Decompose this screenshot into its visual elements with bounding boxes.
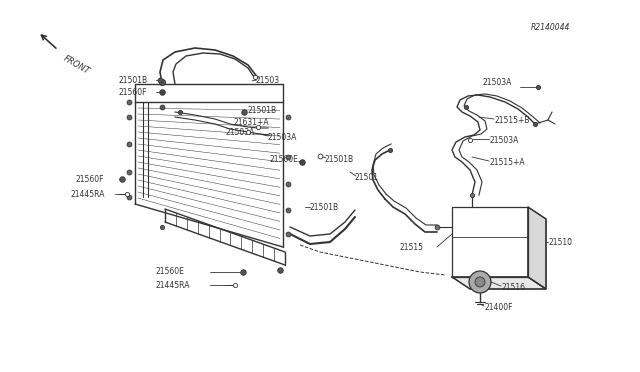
Text: 21515: 21515 bbox=[400, 243, 424, 251]
Text: 21560E: 21560E bbox=[155, 267, 184, 276]
Text: FRONT: FRONT bbox=[62, 54, 92, 76]
Text: 21445RA: 21445RA bbox=[70, 189, 104, 199]
Text: 21516: 21516 bbox=[502, 282, 526, 292]
Text: 21503A: 21503A bbox=[490, 135, 520, 144]
Text: 21503: 21503 bbox=[255, 76, 279, 84]
Polygon shape bbox=[452, 277, 546, 289]
Text: 21560E: 21560E bbox=[270, 154, 299, 164]
Text: 21503A: 21503A bbox=[225, 128, 254, 137]
Text: 21501B: 21501B bbox=[118, 76, 147, 84]
Text: 21515+A: 21515+A bbox=[490, 157, 525, 167]
Text: 21631+A: 21631+A bbox=[233, 118, 269, 126]
Text: 21560F: 21560F bbox=[118, 87, 147, 96]
Text: 21501: 21501 bbox=[355, 173, 379, 182]
Text: 21501B: 21501B bbox=[325, 154, 354, 164]
Text: 21515+B: 21515+B bbox=[495, 115, 531, 125]
Text: 21560F: 21560F bbox=[75, 174, 104, 183]
Text: 21510: 21510 bbox=[549, 237, 573, 247]
Text: 21400F: 21400F bbox=[485, 302, 513, 311]
Circle shape bbox=[469, 271, 491, 293]
Text: 21501B: 21501B bbox=[248, 106, 277, 115]
Text: 21503A: 21503A bbox=[483, 77, 513, 87]
Text: 21445RA: 21445RA bbox=[155, 280, 189, 289]
Text: R2140044: R2140044 bbox=[531, 22, 570, 32]
Polygon shape bbox=[528, 207, 546, 289]
Circle shape bbox=[475, 277, 485, 287]
Text: 21501B: 21501B bbox=[310, 202, 339, 212]
Text: 21503A: 21503A bbox=[268, 132, 298, 141]
